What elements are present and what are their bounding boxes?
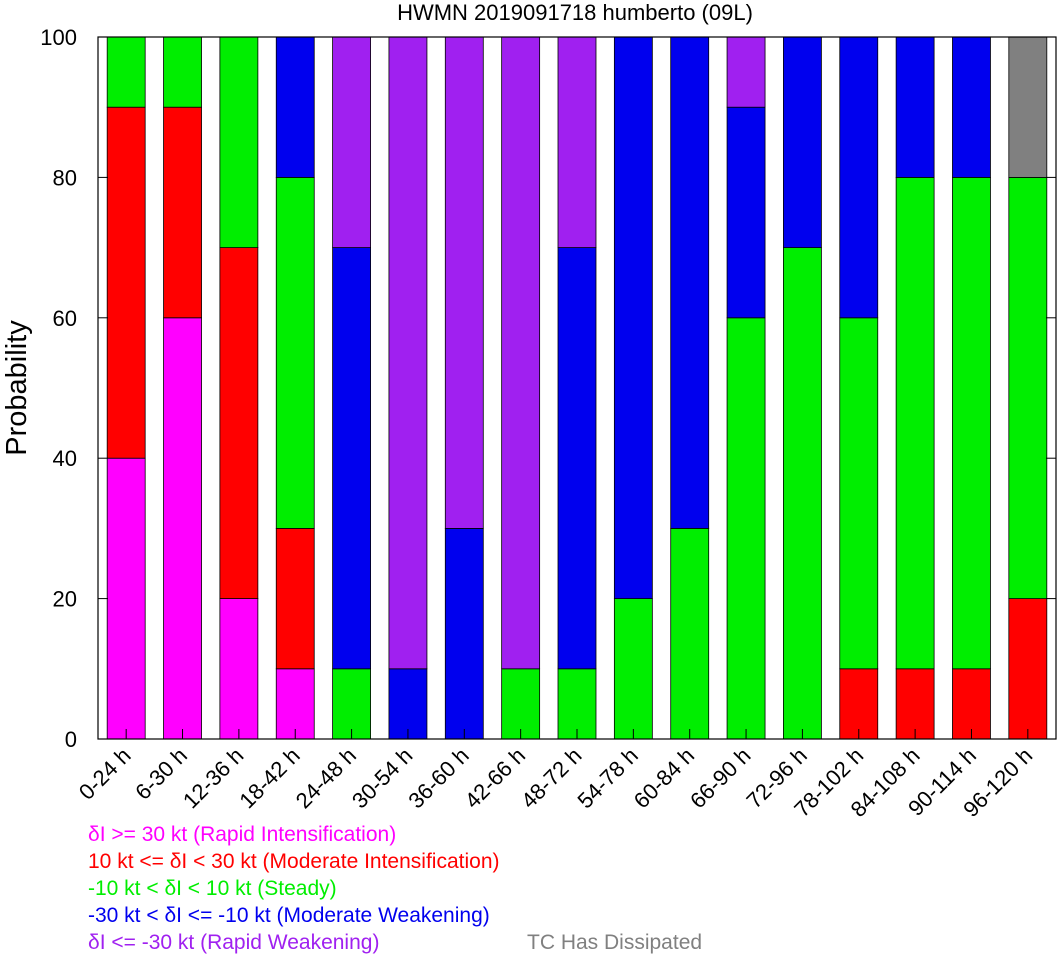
- y-axis-label: Probability: [1, 320, 33, 456]
- y-tick-label: 80: [53, 165, 77, 190]
- bar-segment: [106, 106, 146, 459]
- legend-item-steady: -10 kt < δI < 10 kt (Steady): [88, 877, 337, 900]
- bar-segment: [1008, 598, 1048, 740]
- bar-segment: [783, 247, 822, 740]
- x-tick-label: 48-72 h: [516, 743, 586, 813]
- bar-segment: [1008, 36, 1048, 178]
- bar-segment: [670, 528, 710, 740]
- bar-segment: [952, 36, 991, 178]
- x-tick-label: 60-84 h: [629, 743, 699, 813]
- bar-segment: [895, 36, 935, 178]
- bar-segment: [275, 528, 315, 670]
- x-tick-label: 30-54 h: [347, 743, 417, 813]
- bar-segment: [219, 247, 259, 600]
- legend-item-rapid-weakening: δI <= -30 kt (Rapid Weakening): [88, 931, 380, 954]
- bar-segment: [839, 668, 879, 740]
- y-tick-label: 60: [53, 306, 77, 331]
- bar-segment: [839, 36, 879, 319]
- x-tick-label: 36-60 h: [403, 743, 473, 813]
- bar-segment: [163, 36, 202, 108]
- y-tick-label: 100: [40, 25, 77, 50]
- bar-segment: [557, 36, 597, 249]
- bar-segment: [557, 668, 597, 740]
- bar-segment: [275, 668, 315, 740]
- bar-segment: [388, 668, 428, 740]
- x-tick-label: 54-78 h: [572, 743, 642, 813]
- legend-item-moderate-intensification: 10 kt <= δI < 30 kt (Moderate Intensific…: [88, 850, 500, 873]
- bar-segment: [163, 317, 202, 740]
- bar-segment: [557, 247, 597, 670]
- chart-title: HWMN 2019091718 humberto (09L): [397, 0, 753, 25]
- legend-item-tc-dissipated: TC Has Dissipated: [527, 931, 703, 954]
- x-tick-label: 0-24 h: [74, 743, 136, 805]
- bar-segment: [839, 317, 879, 670]
- bar-segment: [895, 176, 935, 670]
- bar-segment: [952, 176, 991, 670]
- bar-segment: [783, 36, 822, 249]
- legend-item-moderate-weakening: -30 kt < δI <= -10 kt (Moderate Weakenin…: [88, 904, 490, 927]
- bar-segment: [895, 668, 935, 740]
- bars-layer: [106, 36, 1048, 740]
- bar-segment: [726, 317, 766, 740]
- bar-segment: [163, 106, 202, 319]
- bar-segment: [501, 36, 541, 670]
- bar-segment: [332, 36, 371, 249]
- bar-segment: [275, 36, 315, 178]
- x-tick-label: 42-66 h: [460, 743, 530, 813]
- bar-segment: [726, 106, 766, 319]
- bar-segment: [332, 247, 371, 670]
- bar-segment: [613, 36, 653, 599]
- bar-segment: [613, 598, 653, 740]
- bar-segment: [952, 668, 991, 740]
- bar-segment: [219, 36, 259, 249]
- bar-segment: [388, 36, 428, 670]
- legend-item-rapid-intensification: δI >= 30 kt (Rapid Intensification): [88, 823, 397, 846]
- x-tick-label: 12-36 h: [178, 743, 248, 813]
- y-tick-label: 0: [65, 727, 77, 752]
- bar-segment: [332, 668, 371, 740]
- x-tick-label: 66-90 h: [685, 743, 755, 813]
- bar-segment: [670, 36, 710, 529]
- y-tick-label: 40: [53, 446, 77, 471]
- bar-segment: [444, 36, 484, 529]
- bar-segment: [444, 528, 484, 740]
- y-tick-label: 20: [53, 587, 77, 612]
- bar-segment: [106, 457, 146, 740]
- x-tick-label: 24-48 h: [291, 743, 361, 813]
- bar-segment: [219, 598, 259, 740]
- bar-segment: [1008, 176, 1048, 600]
- bar-segment: [106, 36, 146, 108]
- bar-segment: [726, 36, 766, 108]
- x-tick-label: 18-42 h: [234, 743, 304, 813]
- bar-segment: [275, 176, 315, 529]
- bar-segment: [501, 668, 541, 740]
